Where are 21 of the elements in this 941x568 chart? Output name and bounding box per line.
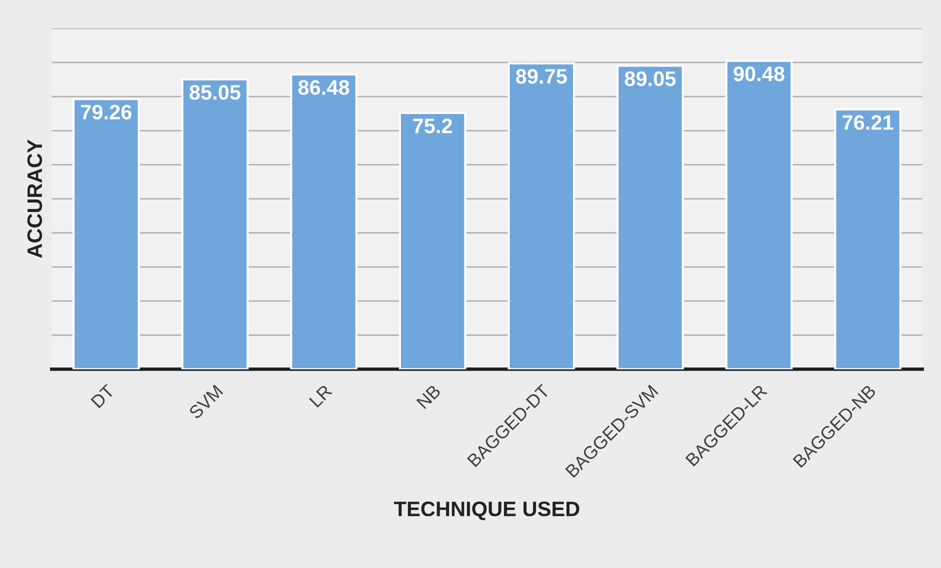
- data-label: 85.05: [190, 85, 240, 100]
- data-label: 86.48: [298, 80, 350, 95]
- data-label: 89.05: [624, 71, 676, 86]
- x-tick-label: NB: [416, 384, 442, 410]
- bar: [72, 98, 140, 370]
- data-label: 75.2: [413, 118, 452, 134]
- bar: [290, 73, 358, 370]
- bar: [616, 64, 684, 370]
- x-axis-title: TECHNIQUE USED: [394, 502, 580, 520]
- data-label: 79.26: [80, 104, 132, 120]
- x-tick-label: LR: [308, 384, 332, 408]
- data-label: 90.48: [734, 66, 784, 82]
- x-tick-label: DT: [90, 384, 116, 408]
- bar: [398, 112, 466, 370]
- bar: [181, 78, 249, 370]
- bar: [725, 60, 793, 370]
- y-axis-title: ACCURACY: [27, 140, 42, 258]
- bar: [508, 62, 576, 370]
- bar: [834, 108, 902, 370]
- data-label: 76.21: [842, 115, 894, 130]
- data-label: 89.75: [516, 68, 567, 84]
